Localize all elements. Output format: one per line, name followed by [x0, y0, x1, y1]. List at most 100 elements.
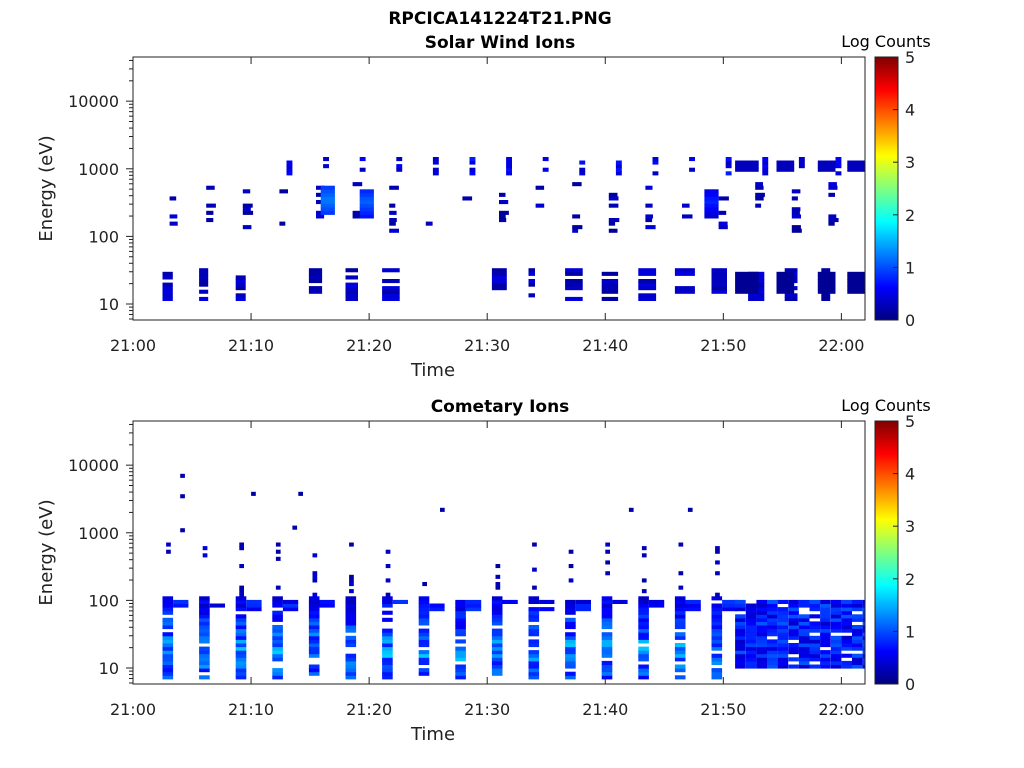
heatmap-cell	[601, 650, 613, 655]
heatmap-cell	[199, 653, 210, 658]
heatmap-cell	[418, 599, 430, 604]
heatmap-cell	[528, 650, 540, 655]
heatmap-cell	[704, 196, 719, 201]
heatmap-cell	[235, 657, 247, 662]
heatmap-cell	[817, 160, 836, 165]
heatmap-cell	[847, 164, 865, 169]
heatmap-cell	[352, 210, 363, 215]
heatmap-cell	[828, 214, 837, 219]
heatmap-cell	[674, 675, 686, 680]
heatmap-cell	[756, 610, 767, 615]
heatmap-cell	[756, 643, 767, 648]
heatmap-cell	[674, 603, 686, 608]
heatmap-cell	[199, 614, 210, 619]
heatmap-cell	[506, 167, 512, 172]
heatmap-cell	[852, 625, 863, 630]
heatmap-cell	[565, 650, 576, 655]
heatmap-cell	[162, 646, 174, 651]
heatmap-cell	[272, 675, 283, 680]
x-tick-label: 21:20	[346, 700, 392, 719]
heatmap-cell	[499, 200, 509, 205]
heatmap-cell	[235, 675, 247, 680]
heatmap-cell	[180, 473, 185, 478]
heatmap-cell	[162, 671, 174, 676]
heatmap-cell	[852, 632, 863, 637]
heatmap-cell	[320, 200, 335, 205]
heatmap-cell	[535, 185, 545, 190]
heatmap-cell	[798, 650, 810, 655]
heatmap-cell	[455, 639, 466, 644]
heatmap-cell	[735, 650, 746, 655]
heatmap-cell	[272, 610, 283, 615]
heatmap-cell	[830, 617, 842, 622]
heatmap-cell	[638, 293, 657, 298]
heatmap-cell	[711, 282, 727, 287]
heatmap-cell	[767, 632, 778, 637]
heatmap-cell	[809, 621, 821, 626]
heatmap-cell	[756, 621, 767, 626]
heatmap-cell	[440, 507, 445, 512]
heatmap-cell	[349, 582, 354, 587]
heatmap-cell	[820, 610, 831, 615]
heatmap-cell	[286, 167, 293, 172]
heatmap-cell	[169, 196, 177, 201]
heatmap-cell	[392, 599, 408, 604]
heatmap-cell	[852, 617, 863, 622]
heatmap-cell	[601, 603, 613, 608]
heatmap-cell	[678, 571, 684, 576]
heatmap-cell	[359, 196, 374, 201]
heatmap-cell	[491, 610, 503, 615]
heatmap-cell	[828, 182, 837, 187]
heatmap-cell	[320, 196, 335, 201]
colorbar-label: Log Counts	[841, 396, 931, 415]
panel-title: Cometary Ions	[431, 397, 570, 417]
heatmap-cell	[674, 635, 686, 640]
heatmap-cell	[455, 599, 466, 604]
heatmap-cell	[735, 625, 746, 630]
heatmap-cell	[308, 596, 320, 601]
heatmap-cell	[502, 599, 518, 604]
heatmap-cell	[382, 279, 400, 284]
heatmap-cell	[687, 507, 693, 512]
heatmap-cell	[830, 621, 842, 626]
heatmap-cell	[828, 221, 835, 226]
heatmap-cell	[345, 617, 357, 622]
heatmap-cell	[745, 625, 757, 630]
heatmap-cell	[345, 675, 357, 680]
heatmap-cell	[788, 628, 799, 633]
heatmap-cell	[455, 671, 466, 676]
heatmap-cell	[272, 650, 283, 655]
heatmap-cell	[389, 228, 399, 233]
colorbar	[874, 56, 899, 321]
heatmap-cell	[345, 657, 357, 662]
heatmap-cell	[491, 657, 503, 662]
heatmap-cell	[235, 614, 247, 619]
heatmap-cell	[841, 617, 852, 622]
heatmap-cell	[847, 282, 865, 287]
heatmap-cell	[776, 275, 795, 280]
heatmap-cell	[674, 289, 695, 294]
heatmap-cell	[638, 271, 657, 276]
heatmap-cell	[308, 268, 323, 273]
heatmap-cell	[711, 639, 723, 644]
heatmap-cell	[345, 664, 357, 669]
heatmap-cell	[847, 160, 865, 165]
heatmap-cell	[312, 553, 318, 558]
heatmap-cell	[777, 632, 789, 637]
heatmap-cell	[565, 660, 576, 665]
heatmap-cell	[767, 607, 778, 612]
heatmap-cell	[820, 657, 831, 662]
heatmap-cell	[418, 617, 430, 622]
heatmap-cell	[316, 200, 324, 205]
heatmap-cell	[528, 293, 535, 298]
heatmap-cell	[715, 560, 720, 565]
heatmap-cell	[735, 639, 746, 644]
y-tick-label: 100	[88, 227, 119, 246]
heatmap-cell	[841, 614, 852, 619]
heatmap-cell	[359, 157, 366, 162]
heatmap-cell	[199, 617, 210, 622]
heatmap-cell	[645, 214, 653, 219]
heatmap-cell	[199, 596, 210, 601]
heatmap-cell	[565, 643, 576, 648]
